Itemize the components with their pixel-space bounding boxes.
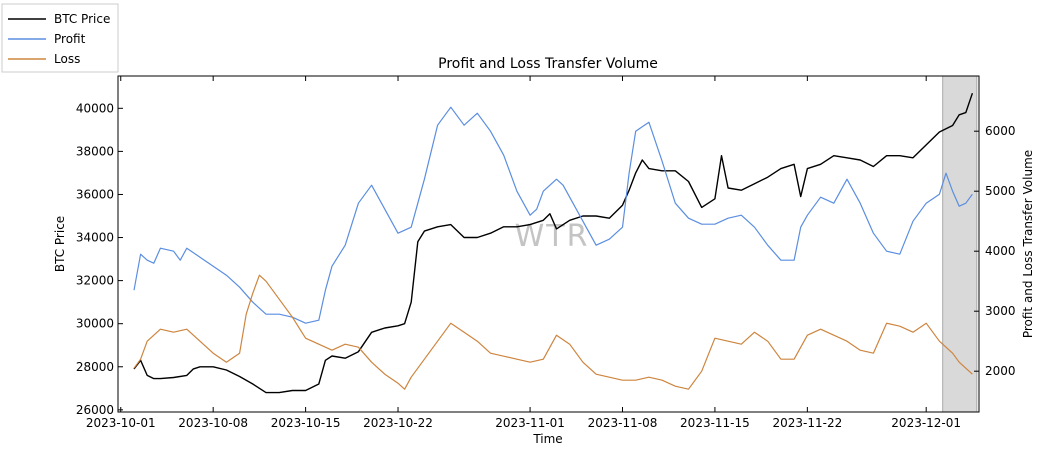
series-line-profit	[133, 106, 973, 324]
legend-label: Loss	[54, 52, 80, 66]
shaded-region	[942, 75, 978, 413]
series-layer	[133, 92, 974, 394]
y-left-tick-label: 34000	[76, 231, 114, 245]
series-line-loss	[133, 274, 973, 390]
x-tick-label: 2023-11-08	[588, 416, 658, 430]
y-right-tick-label: 5000	[985, 184, 1016, 198]
x-tick-label: 2023-10-15	[271, 416, 341, 430]
x-tick-label: 2023-12-01	[891, 416, 961, 430]
y-right-tick-label: 3000	[985, 304, 1016, 318]
y-left-tick-label: 30000	[76, 317, 114, 331]
plot-area	[118, 76, 979, 412]
x-tick-label: 2023-11-22	[772, 416, 842, 430]
legend-label: BTC Price	[54, 12, 110, 26]
x-tick-label: 2023-11-15	[680, 416, 750, 430]
y-left-tick-label: 32000	[76, 274, 114, 288]
y-right-tick-label: 6000	[985, 124, 1016, 138]
y-axis-left: 26000 28000 30000 32000 34000 36000 38000 40000	[76, 101, 123, 417]
y-right-tick-label: 2000	[985, 364, 1016, 378]
y-axis-right: 2000 3000 4000 5000 6000	[974, 124, 1016, 378]
y-left-tick-label: 38000	[76, 144, 114, 158]
y-left-tick-label: 28000	[76, 360, 114, 374]
legend-label: Profit	[54, 32, 86, 46]
legend: BTC Price Profit Loss	[1, 3, 119, 73]
x-tick-label: 2023-10-08	[178, 416, 248, 430]
x-tick-label: 2023-10-22	[363, 416, 433, 430]
y-left-tick-label: 36000	[76, 187, 114, 201]
series-line-btc-price	[133, 92, 974, 394]
chart-title: Profit and Loss Transfer Volume	[438, 56, 658, 72]
y-left-tick-label: 40000	[76, 101, 114, 115]
x-tick-label: 2023-11-01	[495, 416, 565, 430]
watermark: WTR	[515, 219, 590, 254]
y-axis-left-title: BTC Price	[53, 216, 67, 272]
y-axis-right-title: Profit and Loss Transfer Volume	[1021, 150, 1035, 338]
plot-frame	[117, 75, 980, 413]
x-axis-title: Time	[532, 432, 562, 446]
x-axis: 2023-10-01 2023-10-08 2023-10-15 2023-10-22…	[86, 76, 961, 430]
y-right-tick-label: 4000	[985, 244, 1016, 258]
x-tick-label: 2023-10-01	[86, 416, 156, 430]
legend-box	[1, 3, 119, 73]
y-left-tick-label: 26000	[76, 403, 114, 417]
